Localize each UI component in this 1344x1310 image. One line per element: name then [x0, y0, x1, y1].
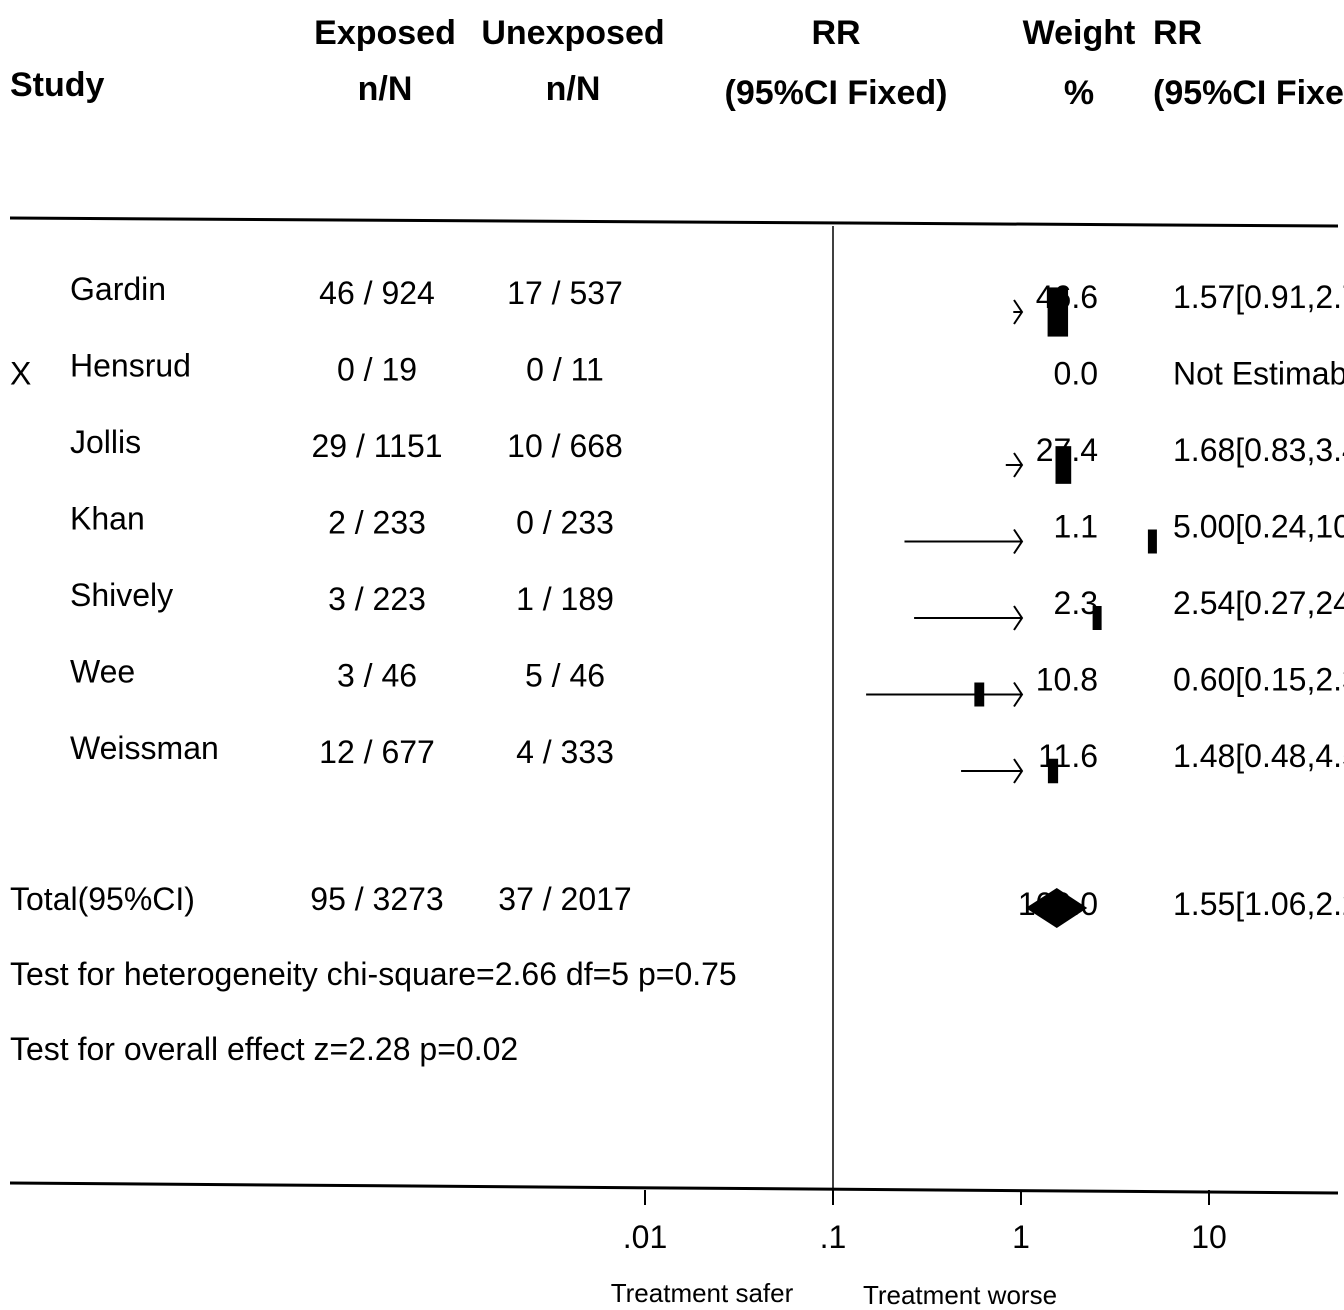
header-study: Study [10, 66, 105, 104]
exposed-count: 12 / 677 [319, 734, 435, 770]
ci-arrow [1013, 528, 1024, 555]
header-exposed-2: n/N [358, 70, 413, 108]
bottom-rule [9, 1181, 1339, 1195]
study-name: Shively [70, 577, 173, 613]
ci-arrow [1013, 452, 1024, 478]
header-unexposed-2: n/N [546, 70, 601, 108]
study-row: Shively 3 / 223 1 / 189 2.3 2.54[0.27,24.24] [70, 577, 1344, 631]
unexposed-count: 1 / 189 [516, 581, 614, 617]
exposed-count: 29 / 1151 [311, 428, 442, 464]
rr-text-value: 1.48[0.48,4.54] [1173, 738, 1344, 774]
x-tick-label: .01 [623, 1219, 667, 1255]
unexposed-count: 0 / 11 [526, 352, 604, 388]
total-diamond [1025, 888, 1088, 928]
header-rr-text-1: RR [1153, 14, 1202, 52]
unexposed-count: 5 / 46 [525, 658, 605, 694]
top-rule [9, 216, 1339, 228]
header-unexposed-1: Unexposed [481, 14, 664, 52]
exposed-count: 3 / 223 [328, 581, 426, 617]
study-row: Weissman 12 / 677 4 / 333 11.6 1.48[0.48,4.5… [70, 730, 1344, 784]
rr-text-value: 5.00[0.24,103.59] [1173, 509, 1344, 545]
rr-text-value: 1.57[0.91,2.71] [1173, 279, 1344, 315]
study-name: Gardin [70, 271, 166, 307]
total-rr-text: 1.55[1.06,2.25] [1173, 886, 1344, 922]
weight-value: 10.8 [1036, 662, 1098, 698]
weight-value: 0.0 [1054, 356, 1098, 392]
unexposed-count: 10 / 668 [507, 428, 623, 464]
header-exposed-1: Exposed [314, 14, 456, 52]
study-row: Wee 3 / 46 5 / 46 10.8 0.60[0.15,2.37] [70, 654, 1344, 708]
ci-arrow [1013, 605, 1024, 631]
rr-text-value: Not Estimable [1173, 356, 1344, 392]
ci-arrow [1013, 681, 1024, 708]
header-weight-1: Weight [1023, 14, 1136, 52]
unexposed-count: 4 / 333 [516, 734, 614, 770]
rr-text-value: 2.54[0.27,24.24] [1173, 585, 1344, 621]
unexposed-count: 0 / 233 [516, 505, 614, 541]
ci-arrow [1013, 758, 1024, 784]
heterogeneity-test: Test for heterogeneity chi-square=2.66 d… [10, 956, 737, 992]
exposed-count: 0 / 19 [337, 352, 417, 388]
study-name: Wee [70, 654, 135, 690]
header-weight-2: % [1064, 74, 1094, 112]
point-estimate [1092, 606, 1102, 630]
exposed-count: 3 / 46 [337, 658, 417, 694]
total-exposed: 95 / 3273 [310, 881, 443, 917]
weight-value: 2.3 [1054, 585, 1098, 621]
study-row: Khan 2 / 233 0 / 233 1.1 5.00[0.24,103.59] [70, 501, 1344, 555]
study-row: X Hensrud 0 / 19 0 / 11 0.0 Not Estimable [10, 348, 1344, 392]
point-estimate [1055, 446, 1072, 484]
excluded-marker: X [10, 356, 31, 392]
rr-text-value: 0.60[0.15,2.37] [1173, 662, 1344, 698]
point-estimate [974, 682, 985, 707]
weight-value: 1.1 [1054, 509, 1098, 545]
xlabel-left: Treatment safer [611, 1278, 794, 1308]
point-estimate [1047, 287, 1069, 337]
x-axis: .01.1110100 [623, 1190, 1227, 1255]
total-unexposed: 37 / 2017 [498, 881, 631, 917]
weight-value: 11.6 [1038, 738, 1098, 774]
unexposed-count: 17 / 537 [507, 275, 623, 311]
point-estimate [1047, 758, 1059, 784]
total-label: Total(95%CI) [10, 881, 195, 917]
ci-arrow [1013, 299, 1024, 325]
study-name: Khan [70, 501, 145, 537]
overall-effect-test: Test for overall effect z=2.28 p=0.02 [10, 1031, 518, 1067]
exposed-count: 2 / 233 [328, 505, 426, 541]
xlabel-right: Treatment worse [863, 1280, 1057, 1310]
header-rr-text-2: (95%CI Fixed) [1153, 74, 1344, 112]
exposed-count: 46 / 924 [319, 275, 435, 311]
study-name: Weissman [70, 730, 219, 766]
x-tick-label: 10 [1191, 1219, 1227, 1255]
rr-text-value: 1.68[0.83,3.43] [1173, 432, 1344, 468]
header-rr-plot-1: RR [811, 14, 860, 52]
header-rr-plot-2: (95%CI Fixed) [725, 74, 948, 112]
x-tick-label: .1 [820, 1219, 847, 1255]
point-estimate [1147, 529, 1157, 554]
study-name: Hensrud [70, 348, 191, 384]
study-name: Jollis [70, 424, 141, 460]
x-tick-label: 1 [1012, 1219, 1030, 1255]
total-weight: 100.0 [1018, 886, 1098, 922]
